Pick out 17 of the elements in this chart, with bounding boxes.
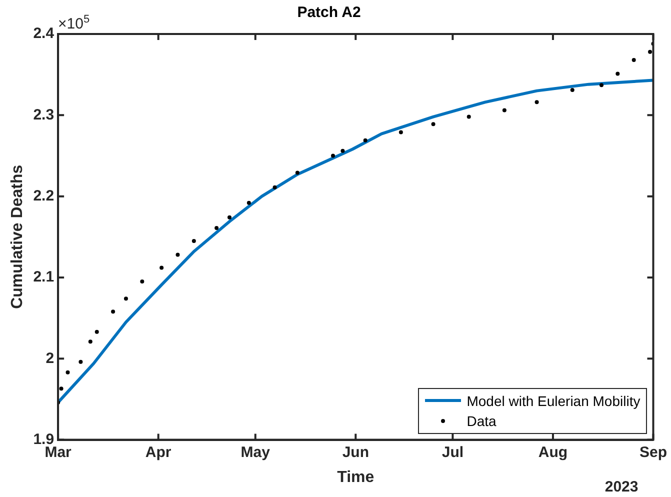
x-axis-title: Time xyxy=(337,468,374,486)
x-tick-label: Jul xyxy=(442,444,464,461)
y-tick-label: 2.1 xyxy=(33,268,54,286)
y-tick-label: 2.2 xyxy=(33,187,54,204)
y-axis-title: Cumulative Deaths xyxy=(9,164,26,309)
x-tick-label: Jun xyxy=(342,444,369,461)
legend-label: Model with Eulerian Mobility xyxy=(466,392,640,409)
x-tick-label: May xyxy=(240,444,271,461)
y-tick-label: 2.3 xyxy=(33,106,54,124)
x-tick-label: Apr xyxy=(145,444,172,461)
x-tick-label: Sep xyxy=(639,444,668,461)
y-tick-label: 2 xyxy=(46,350,54,367)
chart-title: Patch A2 xyxy=(297,4,361,22)
x-tick-label: Aug xyxy=(538,444,568,461)
text: 2023 xyxy=(604,478,638,496)
legend-label: Data xyxy=(466,412,496,429)
y-tick-label: 2.4 xyxy=(33,25,55,42)
